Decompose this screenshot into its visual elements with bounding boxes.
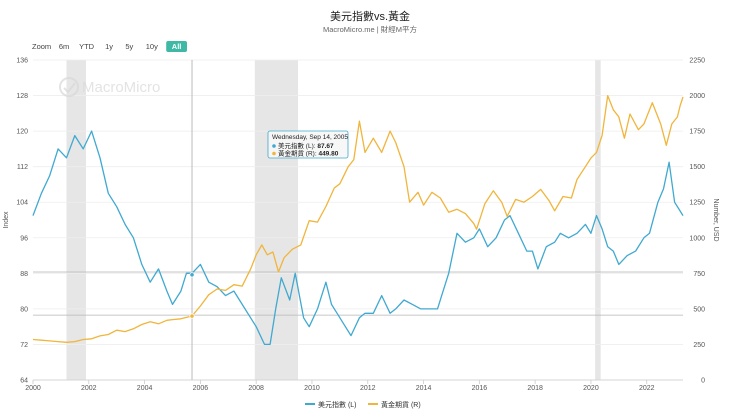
watermark: MacroMicro <box>59 77 160 97</box>
reference-lines <box>33 271 683 316</box>
x-tick-label: 2006 <box>193 385 209 392</box>
tooltip: Wednesday, Sep 14, 2005 美元指數 (L): 87.67 … <box>267 130 349 159</box>
zoom-button-6m[interactable]: 6m <box>59 42 69 51</box>
legend-item-usd[interactable]: 美元指數 (L) <box>305 400 357 409</box>
tooltip-row-usd: 美元指數 (L): 87.67 <box>278 141 334 150</box>
left-tick-label: 72 <box>20 342 28 349</box>
zoom-button-label: YTD <box>79 42 95 51</box>
tooltip-row-gold: 黃金期貨 (R): 449.80 <box>278 149 339 158</box>
tooltip-date: Wednesday, Sep 14, 2005 <box>272 134 348 141</box>
zoom-buttons: 6m YTD 1y 5y 10y All <box>59 41 187 52</box>
zoom-button-label: 10y <box>146 42 158 51</box>
zoom-button-label: 5y <box>125 42 133 51</box>
right-tick-label: 1250 <box>689 200 705 207</box>
series-line-gold-futures <box>32 94 684 343</box>
tooltip-dot-gold <box>272 151 276 156</box>
axes: 64 72 80 88 96 104 112 120 128 136 0 250 500 750 1000 1… <box>16 58 705 393</box>
zoom-button-ytd[interactable]: YTD <box>79 42 95 51</box>
x-tick-label: 2010 <box>304 385 320 392</box>
zoom-button-10y[interactable]: 10y <box>146 42 158 51</box>
right-tick-label: 2250 <box>689 58 705 65</box>
x-tick-label: 2018 <box>527 385 543 392</box>
x-tick-label: 2002 <box>81 385 97 392</box>
right-tick-label: 750 <box>693 271 705 278</box>
right-tick-label: 2000 <box>689 93 705 100</box>
right-tick-label: 1500 <box>689 164 705 171</box>
hover-point-0 <box>189 272 195 278</box>
x-tick-label: 2004 <box>137 385 153 392</box>
zoom-active-bg <box>166 41 187 52</box>
zoom-bar: Zoom 6m YTD 1y 5y 10y All <box>32 41 187 52</box>
x-tick-label: 2014 <box>416 385 432 392</box>
x-tick-label: 2012 <box>360 385 376 392</box>
tooltip-dot-usd <box>272 144 276 148</box>
left-tick-label: 88 <box>20 271 28 278</box>
left-tick-label: 104 <box>16 200 28 207</box>
left-tick-label: 112 <box>17 164 28 171</box>
right-tick-label: 250 <box>693 342 705 349</box>
shaded-period-1 <box>254 60 299 380</box>
zoom-button-all[interactable]: All <box>166 41 187 52</box>
shaded-period-0 <box>66 60 87 380</box>
recession-shading <box>66 60 601 380</box>
series-layer <box>32 94 684 346</box>
right-tick-label: 1750 <box>689 129 705 136</box>
right-tick-label: 1000 <box>689 235 705 242</box>
left-tick-label: 136 <box>16 58 28 65</box>
x-tick-label: 2020 <box>583 385 599 392</box>
right-axis-title: Number, USD <box>712 198 719 241</box>
left-tick-label: 80 <box>20 306 28 313</box>
legend-item-gold[interactable]: 黃金期貨 (R) <box>368 400 421 409</box>
x-tick-label: 2022 <box>639 385 655 392</box>
hover-point-1 <box>189 313 195 319</box>
watermark-logo-icon <box>59 77 79 97</box>
x-tick-label: 2016 <box>472 385 488 392</box>
zoom-button-label: 6m <box>59 42 69 51</box>
zoom-button-label: All <box>172 42 182 51</box>
zoom-label: Zoom <box>32 42 51 51</box>
legend-label-gold: 黃金期貨 (R) <box>381 400 421 409</box>
left-tick-label: 128 <box>16 93 28 100</box>
x-tick-label: 2000 <box>25 385 41 392</box>
watermark-text: MacroMicro <box>82 79 160 96</box>
legend: 美元指數 (L) 黃金期貨 (R) <box>305 400 421 409</box>
tooltip-box <box>267 130 349 159</box>
right-tick-label: 500 <box>693 306 705 313</box>
chart-subtitle: MacroMicro.me | 財經M平方 <box>323 24 418 34</box>
legend-label-usd: 美元指數 (L) <box>318 400 357 409</box>
left-tick-label: 96 <box>20 235 28 242</box>
zoom-button-1y[interactable]: 1y <box>105 42 113 51</box>
left-tick-label: 64 <box>20 378 28 385</box>
gridlines <box>33 59 683 381</box>
left-tick-label: 120 <box>16 129 28 136</box>
series-line-usd-index <box>32 130 684 346</box>
zoom-button-label: 1y <box>105 42 113 51</box>
left-axis-title: Index <box>3 211 10 229</box>
zoom-button-5y[interactable]: 5y <box>125 42 133 51</box>
right-tick-label: 0 <box>701 378 705 385</box>
chart-title: 美元指數vs.黃金 <box>330 9 410 23</box>
x-tick-label: 2008 <box>248 385 264 392</box>
